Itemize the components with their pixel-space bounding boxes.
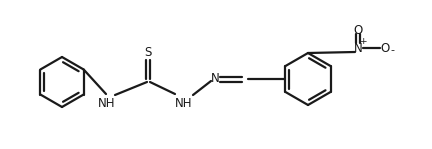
Text: +: + [359, 38, 367, 46]
Text: N: N [354, 42, 362, 55]
Text: NH: NH [175, 97, 193, 110]
Text: S: S [144, 45, 152, 59]
Text: NH: NH [98, 97, 116, 110]
Text: O: O [353, 24, 362, 37]
Text: N: N [211, 73, 219, 86]
Text: O: O [380, 42, 390, 55]
Text: -: - [390, 45, 394, 55]
